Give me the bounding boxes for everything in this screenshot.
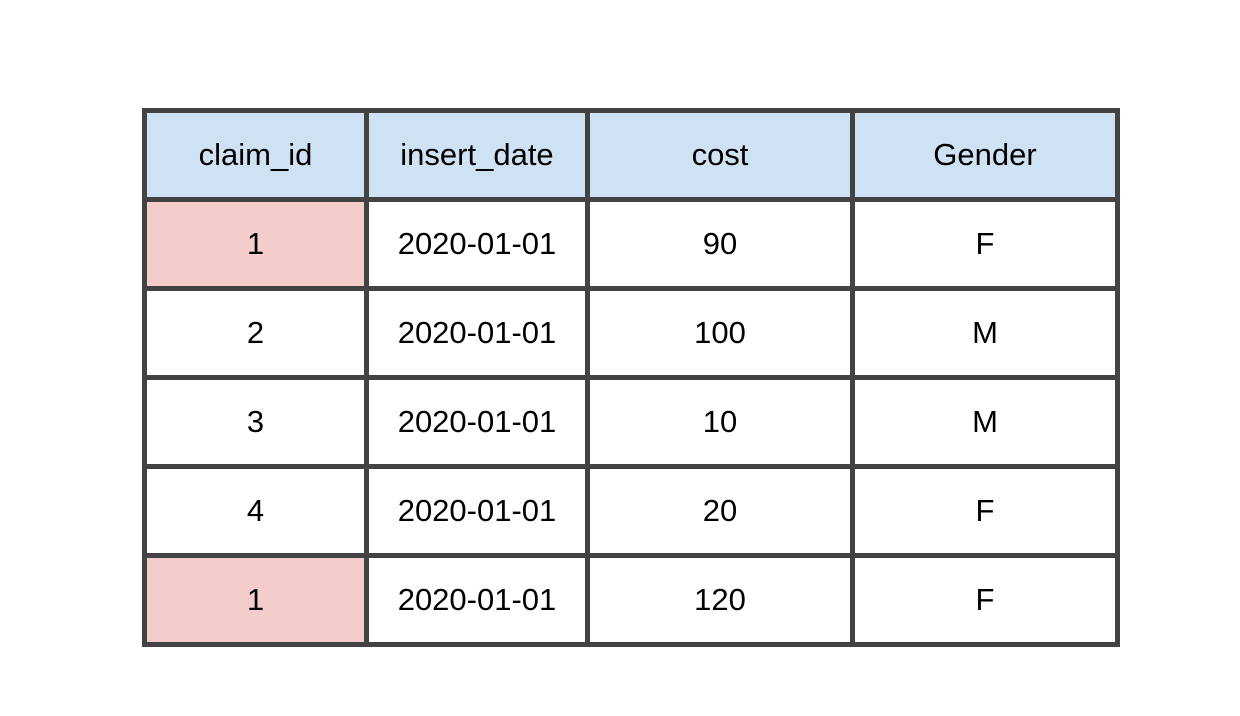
header-claim-id: claim_id (142, 108, 369, 202)
cell-insert-date: 2020-01-01 (364, 553, 590, 647)
header-cost: cost (585, 108, 855, 202)
table-row: 1 2020-01-01 90 F (142, 197, 1120, 291)
cell-claim-id: 2 (142, 286, 369, 380)
cell-claim-id: 3 (142, 375, 369, 469)
cell-claim-id: 4 (142, 464, 369, 558)
cell-gender: F (850, 197, 1120, 291)
cell-cost: 20 (585, 464, 855, 558)
cell-claim-id: 1 (142, 553, 369, 647)
cell-insert-date: 2020-01-01 (364, 197, 590, 291)
claims-table: claim_id insert_date cost Gender 1 2020-… (142, 108, 1120, 647)
header-insert-date: insert_date (364, 108, 590, 202)
header-row: claim_id insert_date cost Gender (142, 108, 1120, 202)
cell-gender: F (850, 553, 1120, 647)
header-gender: Gender (850, 108, 1120, 202)
table-row: 4 2020-01-01 20 F (142, 464, 1120, 558)
table-row: 3 2020-01-01 10 M (142, 375, 1120, 469)
cell-cost: 90 (585, 197, 855, 291)
table-row: 2 2020-01-01 100 M (142, 286, 1120, 380)
cell-claim-id: 1 (142, 197, 369, 291)
cell-cost: 120 (585, 553, 855, 647)
cell-insert-date: 2020-01-01 (364, 464, 590, 558)
table-row: 1 2020-01-01 120 F (142, 553, 1120, 647)
cell-insert-date: 2020-01-01 (364, 375, 590, 469)
cell-gender: M (850, 286, 1120, 380)
cell-cost: 100 (585, 286, 855, 380)
cell-gender: F (850, 464, 1120, 558)
cell-gender: M (850, 375, 1120, 469)
cell-cost: 10 (585, 375, 855, 469)
cell-insert-date: 2020-01-01 (364, 286, 590, 380)
